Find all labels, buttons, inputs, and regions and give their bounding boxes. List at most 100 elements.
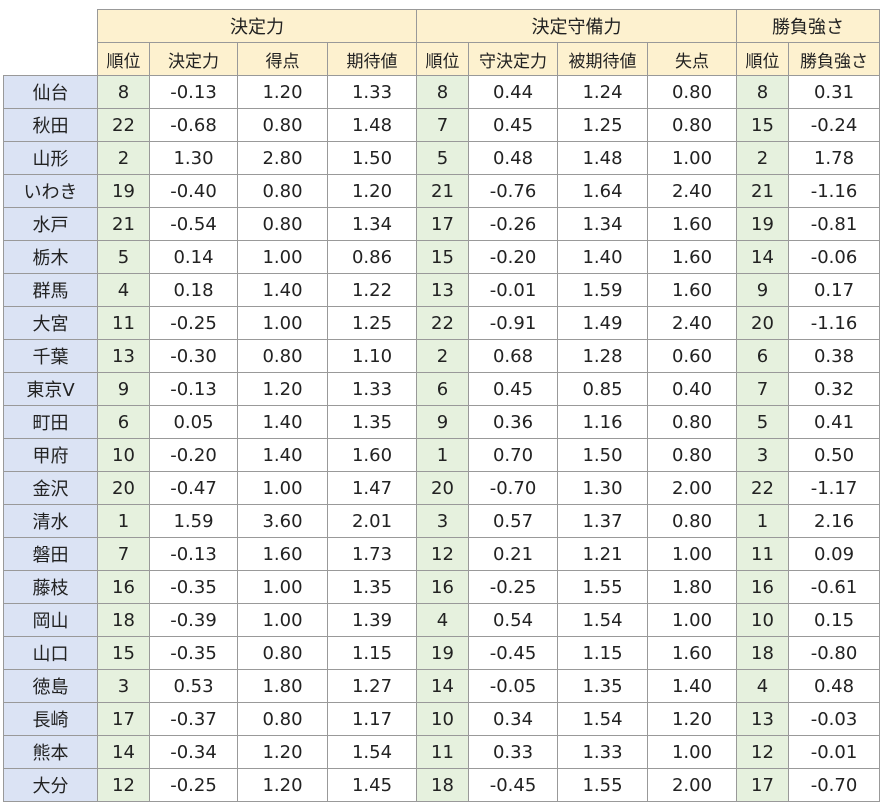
value-cell: -0.30 (149, 339, 238, 373)
value-cell: 1.33 (327, 75, 417, 109)
value-cell: -0.35 (149, 636, 238, 670)
value-cell: 1.00 (237, 306, 328, 340)
value-cell: 0.70 (468, 438, 558, 472)
rank-cell: 9 (736, 273, 789, 307)
group-header-clutch: 勝負強さ (736, 9, 880, 43)
value-cell: 1.20 (647, 702, 737, 736)
team-name-cell: 山形 (3, 141, 98, 175)
rank-cell: 8 (736, 75, 789, 109)
team-name-cell: 熊本 (3, 735, 98, 769)
rank-cell: 9 (416, 405, 469, 439)
value-cell: 0.38 (788, 339, 880, 373)
rank-cell: 3 (416, 504, 469, 538)
value-cell: -0.25 (149, 306, 238, 340)
team-name-cell: 磐田 (3, 537, 98, 571)
team-name-cell: 甲府 (3, 438, 98, 472)
rank-cell: 2 (97, 141, 150, 175)
rank-cell: 21 (736, 174, 789, 208)
value-cell: 1.33 (327, 372, 417, 406)
value-cell: 1.20 (237, 75, 328, 109)
rank-cell: 14 (416, 669, 469, 703)
value-cell: 0.53 (149, 669, 238, 703)
value-cell: 0.80 (237, 339, 328, 373)
rank-cell: 5 (416, 141, 469, 175)
table-row: 甲府 10 -0.20 1.40 1.60 1 0.70 1.50 0.80 3 0.50 (3, 438, 880, 472)
value-cell: 1.35 (327, 405, 417, 439)
value-cell: 1.49 (557, 306, 648, 340)
table-row: 山形 2 1.30 2.80 1.50 5 0.48 1.48 1.00 2 1.78 (3, 141, 880, 175)
value-cell: -0.76 (468, 174, 558, 208)
value-cell: 1.33 (557, 735, 648, 769)
value-cell: 1.54 (557, 702, 648, 736)
value-cell: -1.17 (788, 471, 880, 505)
rank-cell: 13 (97, 339, 150, 373)
value-cell: 0.09 (788, 537, 880, 571)
rank-cell: 8 (416, 75, 469, 109)
rank-cell: 17 (97, 702, 150, 736)
value-cell: 1.45 (327, 768, 417, 802)
value-cell: -0.26 (468, 207, 558, 241)
value-cell: 0.60 (647, 339, 737, 373)
value-cell: 1.40 (237, 273, 328, 307)
value-cell: 0.80 (647, 108, 737, 142)
rank-cell: 19 (97, 174, 150, 208)
table-row: 清水 1 1.59 3.60 2.01 3 0.57 1.37 0.80 1 2.16 (3, 504, 880, 538)
value-cell: 1.00 (647, 603, 737, 637)
value-cell: -0.05 (468, 669, 558, 703)
rank-cell: 16 (97, 570, 150, 604)
rank-cell: 22 (736, 471, 789, 505)
value-cell: -0.20 (149, 438, 238, 472)
value-cell: 0.40 (647, 372, 737, 406)
rank-cell: 3 (736, 438, 789, 472)
value-cell: 0.80 (647, 75, 737, 109)
table-row: 磐田 7 -0.13 1.60 1.73 12 0.21 1.21 1.00 11 0.09 (3, 537, 880, 571)
value-cell: 1.60 (647, 636, 737, 670)
value-cell: 1.00 (647, 537, 737, 571)
rank-cell: 7 (97, 537, 150, 571)
value-cell: 1.50 (557, 438, 648, 472)
value-cell: 1.00 (647, 141, 737, 175)
value-cell: 3.60 (237, 504, 328, 538)
value-cell: 1.60 (327, 438, 417, 472)
rank-cell: 6 (416, 372, 469, 406)
team-name-cell: 大宮 (3, 306, 98, 340)
value-cell: 0.34 (468, 702, 558, 736)
value-cell: 1.35 (557, 669, 648, 703)
table-row: 金沢 20 -0.47 1.00 1.47 20 -0.70 1.30 2.00 22 -1.17 (3, 471, 880, 505)
rank-cell: 7 (736, 372, 789, 406)
value-cell: 1.34 (557, 207, 648, 241)
team-name-cell: 水戸 (3, 207, 98, 241)
rank-cell: 21 (97, 207, 150, 241)
value-cell: 1.17 (327, 702, 417, 736)
value-cell: 1.20 (327, 174, 417, 208)
value-cell: 0.45 (468, 372, 558, 406)
rank-cell: 6 (97, 405, 150, 439)
value-cell: -0.37 (149, 702, 238, 736)
value-cell: -0.03 (788, 702, 880, 736)
column-header: 失点 (647, 42, 737, 76)
value-cell: -0.68 (149, 108, 238, 142)
rank-cell: 12 (736, 735, 789, 769)
value-cell: 1.73 (327, 537, 417, 571)
rank-cell: 10 (736, 603, 789, 637)
column-header: 勝負強さ (788, 42, 880, 76)
group-header-finishing: 決定力 (97, 9, 417, 43)
value-cell: -0.91 (468, 306, 558, 340)
value-cell: 0.86 (327, 240, 417, 274)
value-cell: 0.14 (149, 240, 238, 274)
table-row: 群馬 4 0.18 1.40 1.22 13 -0.01 1.59 1.60 9 0.17 (3, 273, 880, 307)
value-cell: -0.45 (468, 636, 558, 670)
value-cell: 1.10 (327, 339, 417, 373)
rank-cell: 3 (97, 669, 150, 703)
table-row: 千葉 13 -0.30 0.80 1.10 2 0.68 1.28 0.60 6 0.38 (3, 339, 880, 373)
value-cell: -0.70 (468, 471, 558, 505)
value-cell: 1.54 (327, 735, 417, 769)
value-cell: 0.31 (788, 75, 880, 109)
column-header: 順位 (97, 42, 150, 76)
rank-cell: 20 (416, 471, 469, 505)
value-cell: 2.00 (647, 471, 737, 505)
rank-cell: 8 (97, 75, 150, 109)
value-cell: -0.25 (468, 570, 558, 604)
table-row: いわき 19 -0.40 0.80 1.20 21 -0.76 1.64 2.40 21 -1.16 (3, 174, 880, 208)
value-cell: -0.25 (149, 768, 238, 802)
